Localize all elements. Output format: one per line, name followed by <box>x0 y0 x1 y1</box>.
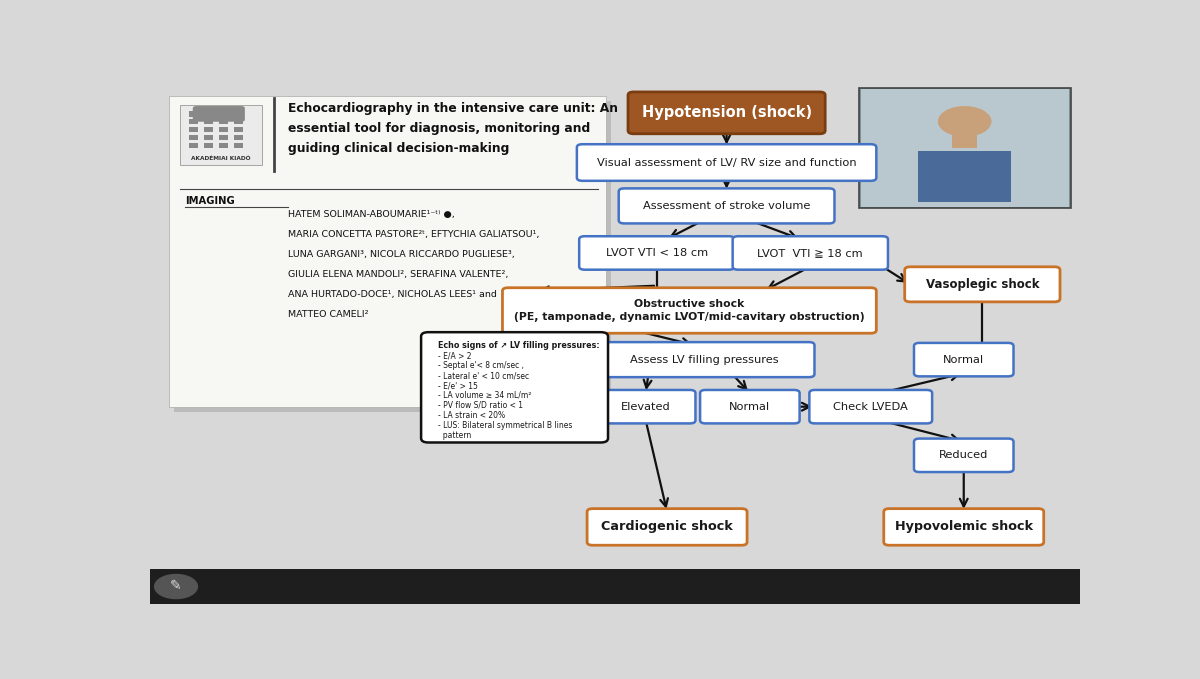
Text: AKADÉMIAI KIADÓ: AKADÉMIAI KIADÓ <box>191 156 251 162</box>
Text: HATEM SOLIMAN-ABOUMARIE¹⁻ᵗ⁾ ●,: HATEM SOLIMAN-ABOUMARIE¹⁻ᵗ⁾ ●, <box>288 210 455 219</box>
Text: - E/e' > 15: - E/e' > 15 <box>438 381 478 390</box>
FancyBboxPatch shape <box>700 390 799 424</box>
FancyBboxPatch shape <box>218 135 228 140</box>
Text: Assessment of stroke volume: Assessment of stroke volume <box>643 201 810 211</box>
FancyBboxPatch shape <box>809 390 932 424</box>
FancyBboxPatch shape <box>594 342 815 377</box>
FancyBboxPatch shape <box>180 105 262 165</box>
FancyBboxPatch shape <box>234 143 242 148</box>
Text: Vasoplegic shock: Vasoplegic shock <box>925 278 1039 291</box>
FancyBboxPatch shape <box>577 144 876 181</box>
Text: - E/A > 2: - E/A > 2 <box>438 351 472 360</box>
FancyBboxPatch shape <box>234 135 242 140</box>
FancyBboxPatch shape <box>218 111 228 117</box>
FancyBboxPatch shape <box>204 143 214 148</box>
Text: Assess LV filling pressures: Assess LV filling pressures <box>630 354 779 365</box>
FancyBboxPatch shape <box>914 439 1014 472</box>
Text: - Lateral e' < 10 cm/sec: - Lateral e' < 10 cm/sec <box>438 371 529 380</box>
Text: Normal: Normal <box>943 354 984 365</box>
FancyBboxPatch shape <box>174 100 611 412</box>
FancyBboxPatch shape <box>168 96 606 407</box>
FancyBboxPatch shape <box>883 509 1044 545</box>
FancyBboxPatch shape <box>234 111 242 117</box>
Text: pattern: pattern <box>438 430 472 440</box>
Text: ✎: ✎ <box>170 580 182 593</box>
Circle shape <box>938 107 991 136</box>
Text: essential tool for diagnosis, monitoring and: essential tool for diagnosis, monitoring… <box>288 122 590 135</box>
FancyBboxPatch shape <box>905 267 1060 302</box>
Text: Reduced: Reduced <box>940 450 989 460</box>
FancyBboxPatch shape <box>234 127 242 132</box>
Text: IMAGING: IMAGING <box>185 196 235 206</box>
FancyBboxPatch shape <box>204 135 214 140</box>
FancyBboxPatch shape <box>628 92 826 134</box>
FancyBboxPatch shape <box>204 127 214 132</box>
Text: LVOT  VTI ≧ 18 cm: LVOT VTI ≧ 18 cm <box>757 248 863 258</box>
Text: - LA strain < 20%: - LA strain < 20% <box>438 411 505 420</box>
FancyBboxPatch shape <box>234 119 242 124</box>
FancyBboxPatch shape <box>733 236 888 270</box>
Text: Elevated: Elevated <box>620 402 671 411</box>
Circle shape <box>155 574 198 599</box>
Text: MATTEO CAMELI²: MATTEO CAMELI² <box>288 310 368 318</box>
Text: - PV flow S/D ratio < 1: - PV flow S/D ratio < 1 <box>438 401 523 410</box>
Text: Hypovolemic shock: Hypovolemic shock <box>895 520 1033 534</box>
Text: LVOT VTI < 18 cm: LVOT VTI < 18 cm <box>606 248 708 258</box>
FancyBboxPatch shape <box>204 111 214 117</box>
FancyBboxPatch shape <box>860 89 1069 207</box>
Text: LUNA GARGANI³, NICOLA RICCARDO PUGLIESE³,: LUNA GARGANI³, NICOLA RICCARDO PUGLIESE³… <box>288 250 515 259</box>
FancyBboxPatch shape <box>859 88 1070 208</box>
FancyBboxPatch shape <box>190 143 198 148</box>
Text: Echo signs of ↗ LV filling pressures:: Echo signs of ↗ LV filling pressures: <box>438 342 600 350</box>
Text: Normal: Normal <box>730 402 770 411</box>
FancyBboxPatch shape <box>952 130 978 148</box>
FancyBboxPatch shape <box>587 509 748 545</box>
FancyBboxPatch shape <box>218 127 228 132</box>
FancyBboxPatch shape <box>193 106 245 122</box>
FancyBboxPatch shape <box>421 332 608 443</box>
FancyBboxPatch shape <box>204 119 214 124</box>
Text: MARIA CONCETTA PASTORE²ᵗ, EFTYCHIA GALIATSOU¹,: MARIA CONCETTA PASTORE²ᵗ, EFTYCHIA GALIA… <box>288 230 539 239</box>
Text: Check LVEDA: Check LVEDA <box>833 402 908 411</box>
FancyBboxPatch shape <box>914 343 1014 376</box>
Text: guiding clinical decision-making: guiding clinical decision-making <box>288 142 509 155</box>
Text: - LA volume ≥ 34 mL/m²: - LA volume ≥ 34 mL/m² <box>438 391 532 400</box>
FancyBboxPatch shape <box>190 127 198 132</box>
FancyBboxPatch shape <box>596 390 696 424</box>
FancyBboxPatch shape <box>150 569 1080 604</box>
FancyBboxPatch shape <box>580 236 734 270</box>
Text: Cardiogenic shock: Cardiogenic shock <box>601 520 733 534</box>
Text: Visual assessment of LV/ RV size and function: Visual assessment of LV/ RV size and fun… <box>596 158 857 168</box>
FancyBboxPatch shape <box>190 135 198 140</box>
Text: - LUS: Bilateral symmetrical B lines: - LUS: Bilateral symmetrical B lines <box>438 421 572 430</box>
FancyBboxPatch shape <box>190 119 198 124</box>
Text: - Septal e'< 8 cm/sec ,: - Septal e'< 8 cm/sec , <box>438 361 524 370</box>
FancyBboxPatch shape <box>918 151 1012 202</box>
FancyBboxPatch shape <box>190 111 198 117</box>
FancyBboxPatch shape <box>218 143 228 148</box>
Text: Obstructive shock
(PE, tamponade, dynamic LVOT/mid-cavitary obstruction): Obstructive shock (PE, tamponade, dynami… <box>514 299 865 322</box>
Text: Echocardiography in the intensive care unit: An: Echocardiography in the intensive care u… <box>288 102 618 115</box>
FancyBboxPatch shape <box>218 119 228 124</box>
Text: GIULIA ELENA MANDOLI², SERAFINA VALENTE²,: GIULIA ELENA MANDOLI², SERAFINA VALENTE²… <box>288 270 508 279</box>
FancyBboxPatch shape <box>619 188 834 223</box>
Text: ANA HURTADO-DOCE¹, NICHOLAS LEES¹ and: ANA HURTADO-DOCE¹, NICHOLAS LEES¹ and <box>288 290 497 299</box>
FancyBboxPatch shape <box>503 288 876 333</box>
Text: Hypotension (shock): Hypotension (shock) <box>642 105 811 120</box>
